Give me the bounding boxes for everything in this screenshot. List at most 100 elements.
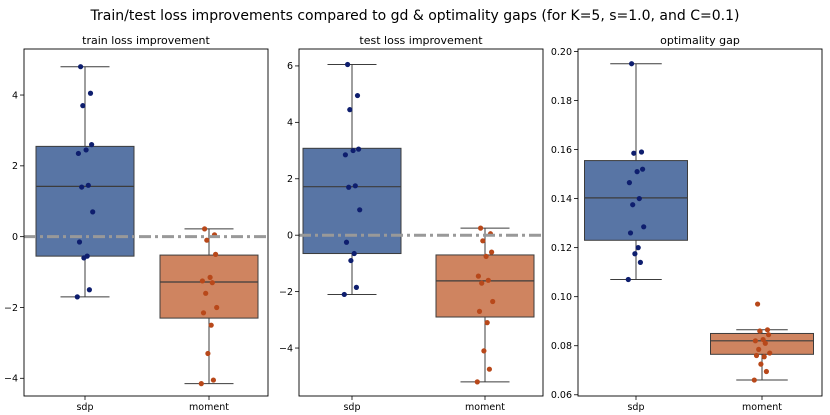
data-point (90, 209, 96, 215)
data-point (203, 290, 209, 296)
data-point (637, 259, 644, 265)
data-point (627, 230, 634, 236)
panel-title: train loss improvement (82, 34, 210, 47)
data-point (89, 142, 95, 148)
y-tick-label: 0.08 (551, 341, 572, 352)
data-point (81, 255, 87, 261)
data-point (629, 61, 635, 67)
data-point (755, 301, 761, 307)
data-point (635, 245, 641, 251)
box-moment (710, 301, 814, 383)
plot-frame (298, 48, 544, 397)
plot-frame (577, 48, 823, 397)
data-point (764, 327, 771, 333)
y-tick-label: 0.18 (551, 96, 572, 107)
data-point (205, 350, 211, 357)
y-tick-label: 0 (12, 232, 18, 243)
data-point (490, 298, 496, 305)
data-point (761, 354, 767, 360)
data-point (210, 377, 216, 383)
data-point (350, 147, 356, 154)
data-point (75, 150, 81, 157)
data-point (207, 274, 213, 280)
y-tick-label: 0 (287, 230, 293, 241)
data-point (752, 338, 759, 344)
data-point (83, 147, 89, 153)
y-tick-label: 4 (12, 90, 18, 101)
panel-3: optimality gap 0.06 0.08 0.10 0.12 0.14 0.16 0.… (551, 34, 823, 413)
data-point (474, 379, 480, 385)
data-point (76, 239, 83, 245)
data-point (630, 202, 636, 208)
data-point (343, 239, 350, 245)
x-tick-label: moment (742, 402, 782, 413)
data-point (489, 249, 495, 255)
x-tick-label: moment (465, 402, 505, 413)
data-point (638, 149, 645, 155)
data-point (357, 207, 363, 213)
data-point (632, 251, 638, 257)
y-tick-label: 2 (12, 161, 18, 172)
box-iqr (159, 254, 259, 319)
y-tick-label: 0.20 (551, 47, 572, 58)
data-point (352, 183, 358, 189)
box-moment (435, 225, 535, 385)
data-point (476, 308, 483, 314)
data-point (626, 180, 633, 186)
data-point (341, 291, 347, 298)
data-point (756, 346, 762, 353)
data-point (640, 166, 646, 172)
data-point (347, 107, 353, 113)
data-point (485, 277, 491, 283)
data-point (475, 273, 481, 279)
box-iqr (302, 147, 402, 255)
y-tick-label: −4 (279, 343, 293, 354)
data-point (346, 184, 352, 190)
y-tick-label: −2 (279, 287, 293, 298)
data-point (208, 322, 214, 328)
data-point (200, 310, 207, 316)
box-iqr (435, 254, 535, 318)
x-tick-label: sdp (627, 402, 644, 413)
y-tick-label: 0.06 (551, 390, 572, 401)
data-point (213, 251, 219, 257)
data-point (484, 320, 490, 326)
y-tick-label: 4 (287, 118, 293, 129)
y-tick-label: 2 (287, 174, 293, 185)
data-point (486, 366, 492, 372)
data-point (214, 304, 220, 311)
y-tick-label: −2 (4, 303, 18, 314)
x-tick-label: moment (189, 402, 229, 413)
data-point (483, 253, 489, 259)
box-iqr (35, 145, 135, 257)
panels: train loss improvement −4 −2 0 2 4 sdp moment te… (4, 34, 823, 413)
figure-title: Train/test loss improvements compared to… (90, 8, 740, 24)
data-point (86, 287, 92, 293)
data-point (481, 348, 487, 354)
box-sdp (584, 61, 688, 283)
x-tick-label: sdp (76, 402, 93, 413)
data-point (74, 294, 80, 300)
data-point (751, 377, 757, 383)
data-point (209, 280, 215, 286)
data-point (198, 381, 204, 387)
data-point (636, 195, 642, 202)
data-point (342, 152, 348, 158)
panel-2: test loss improvement −4 −2 0 2 4 6 sdp moment (279, 34, 544, 413)
data-point (753, 352, 760, 359)
data-point (353, 284, 359, 290)
data-point (204, 237, 210, 243)
x-tick-label: sdp (343, 402, 360, 413)
data-point (480, 238, 486, 244)
data-point (78, 64, 84, 70)
y-tick-label: 0.16 (551, 145, 572, 156)
box-sdp (302, 61, 402, 298)
panel-title: test loss improvement (359, 34, 483, 47)
data-point (763, 368, 770, 375)
data-point (641, 224, 647, 230)
y-tick-label: −4 (4, 374, 18, 385)
y-tick-label: 0.12 (551, 243, 572, 254)
data-point (87, 90, 94, 96)
data-point (478, 225, 484, 231)
